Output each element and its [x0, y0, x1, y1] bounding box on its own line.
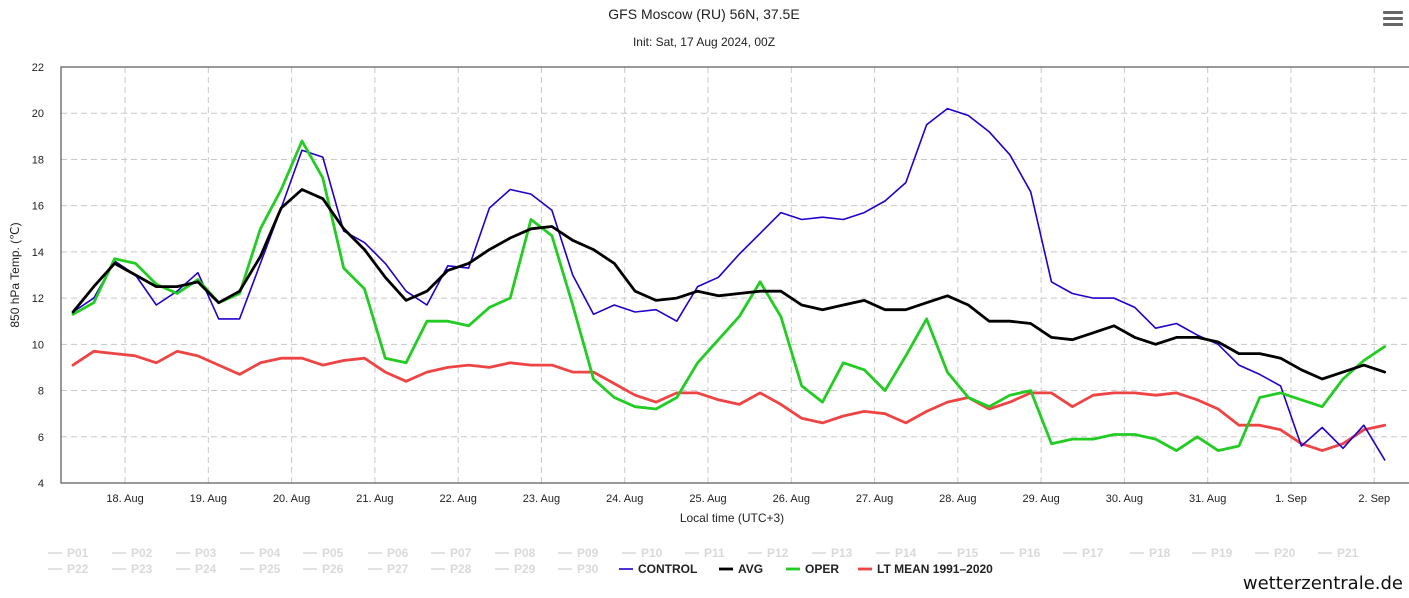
y-tick-label: 12 — [32, 293, 44, 305]
legend: P01 P02 P03 P04 P05 P06 P07 P08 P09 P10 P11 P12 P13 P… — [48, 546, 1359, 576]
series-line-lt-mean-1991-2020 — [71, 349, 1387, 453]
y-tick-label: 14 — [32, 247, 44, 259]
legend-item-control[interactable]: CONTROL — [638, 562, 697, 576]
legend-item-p16[interactable]: P16 — [1019, 546, 1041, 560]
legend-item-p10[interactable]: P10 — [641, 546, 663, 560]
chart-title: GFS Moscow (RU) 56N, 37.5E — [608, 6, 799, 22]
x-tick-label: 27. Aug — [856, 493, 893, 505]
x-tick-label: 23. Aug — [523, 493, 560, 505]
legend-item-p07[interactable]: P07 — [450, 546, 472, 560]
legend-item-p02[interactable]: P02 — [131, 546, 153, 560]
legend-item-p15[interactable]: P15 — [957, 546, 979, 560]
legend-item-lt-mean-1991-2020[interactable]: LT MEAN 1991–2020 — [877, 562, 993, 576]
legend-item-p06[interactable]: P06 — [387, 546, 409, 560]
legend-item-p04[interactable]: P04 — [259, 546, 281, 560]
series-line-avg — [71, 188, 1387, 381]
legend-item-p14[interactable]: P14 — [895, 546, 917, 560]
x-tick-label: 19. Aug — [190, 493, 227, 505]
series-line-oper — [71, 139, 1387, 453]
x-tick-label: 21. Aug — [356, 493, 393, 505]
legend-item-p19[interactable]: P19 — [1211, 546, 1233, 560]
x-tick-label: 29. Aug — [1022, 493, 1059, 505]
x-tick-label: 1. Sep — [1275, 493, 1307, 505]
legend-item-p13[interactable]: P13 — [831, 546, 853, 560]
legend-item-p08[interactable]: P08 — [514, 546, 536, 560]
menu-icon[interactable] — [1381, 8, 1405, 30]
legend-item-p18[interactable]: P18 — [1149, 546, 1171, 560]
x-tick-label: 25. Aug — [689, 493, 726, 505]
x-tick-label: 28. Aug — [939, 493, 976, 505]
legend-item-p09[interactable]: P09 — [577, 546, 599, 560]
legend-item-p21[interactable]: P21 — [1337, 546, 1359, 560]
legend-item-avg[interactable]: AVG — [738, 562, 763, 576]
grid — [61, 67, 1409, 483]
legend-item-p27[interactable]: P27 — [387, 562, 409, 576]
y-tick-label: 6 — [38, 432, 44, 444]
y-tick-label: 20 — [32, 108, 44, 120]
credit-text: wetterzentrale.de — [1242, 573, 1403, 594]
series-group — [71, 107, 1387, 461]
legend-item-p03[interactable]: P03 — [195, 546, 217, 560]
x-tick-label: 24. Aug — [606, 493, 643, 505]
legend-item-p24[interactable]: P24 — [195, 562, 217, 576]
y-tick-label: 4 — [38, 478, 44, 490]
plot-frame — [60, 66, 1409, 484]
menu-bar — [1383, 17, 1403, 20]
legend-item-p23[interactable]: P23 — [131, 562, 153, 576]
x-axis: 18. Aug 19. Aug 20. Aug 21. Aug 22. Aug 23. A… — [106, 493, 1390, 505]
chart-subtitle: Init: Sat, 17 Aug 2024, 00Z — [633, 35, 775, 49]
x-axis-label: Local time (UTC+3) — [680, 511, 784, 525]
legend-item-oper[interactable]: OPER — [805, 562, 839, 576]
legend-item-p29[interactable]: P29 — [514, 562, 536, 576]
x-tick-label: 2. Sep — [1358, 493, 1390, 505]
legend-item-p11[interactable]: P11 — [704, 546, 725, 560]
x-tick-label: 20. Aug — [273, 493, 310, 505]
legend-item-p20[interactable]: P20 — [1274, 546, 1296, 560]
legend-item-p26[interactable]: P26 — [322, 562, 344, 576]
y-axis-label: 850 hPa Temp. (℃) — [8, 222, 22, 327]
legend-item-p25[interactable]: P25 — [259, 562, 281, 576]
y-tick-label: 22 — [32, 62, 44, 74]
legend-item-p28[interactable]: P28 — [450, 562, 472, 576]
menu-bar — [1383, 23, 1403, 26]
legend-item-p01[interactable]: P01 — [67, 546, 89, 560]
legend-item-p22[interactable]: P22 — [67, 562, 89, 576]
x-tick-label: 26. Aug — [773, 493, 810, 505]
y-tick-label: 10 — [32, 339, 44, 351]
x-tick-label: 30. Aug — [1106, 493, 1143, 505]
legend-item-p05[interactable]: P05 — [322, 546, 344, 560]
legend-item-p30[interactable]: P30 — [577, 562, 599, 576]
x-tick-label: 31. Aug — [1189, 493, 1226, 505]
x-tick-label: 18. Aug — [106, 493, 143, 505]
series-line-control — [72, 107, 1386, 461]
x-tick-label: 22. Aug — [440, 493, 477, 505]
y-tick-label: 8 — [38, 386, 44, 398]
y-tick-label: 18 — [32, 154, 44, 166]
legend-item-p17[interactable]: P17 — [1082, 546, 1104, 560]
legend-item-p12[interactable]: P12 — [767, 546, 789, 560]
y-axis: 4 6 8 10 12 14 16 18 20 22 — [32, 62, 44, 490]
menu-bar — [1383, 11, 1403, 14]
y-tick-label: 16 — [32, 201, 44, 213]
